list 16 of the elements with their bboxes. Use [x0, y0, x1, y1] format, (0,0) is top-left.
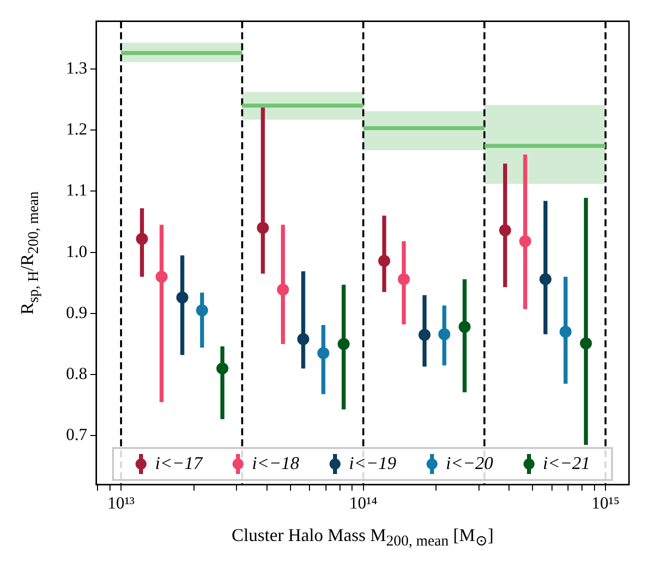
x-axis-title: Cluster Halo Mass M$_{200, mean}$ [M$_{⊙}$] — [230, 525, 495, 551]
y-tick-label: 1.1 — [66, 180, 88, 200]
y-tick-label: 0.7 — [66, 425, 88, 444]
legend-label: i<−18 — [252, 453, 300, 474]
legend-label: i<−17 — [155, 453, 202, 474]
x-tick-label: 10¹⁵ — [592, 493, 620, 512]
y-tick-label: 1.3 — [66, 58, 88, 78]
x-tick-label: 10¹⁴ — [349, 493, 378, 512]
legend-label: i<−19 — [348, 453, 396, 474]
y-tick-label: 0.9 — [66, 302, 88, 322]
y-tick-label: 0.8 — [66, 364, 88, 384]
y-tick-label: 1.0 — [66, 242, 88, 261]
x-tick-label: 10¹³ — [107, 493, 135, 512]
y-tick-label: 1.2 — [66, 119, 88, 138]
legend-label: i<−20 — [446, 453, 494, 474]
legend-label: i<−21 — [542, 453, 590, 474]
